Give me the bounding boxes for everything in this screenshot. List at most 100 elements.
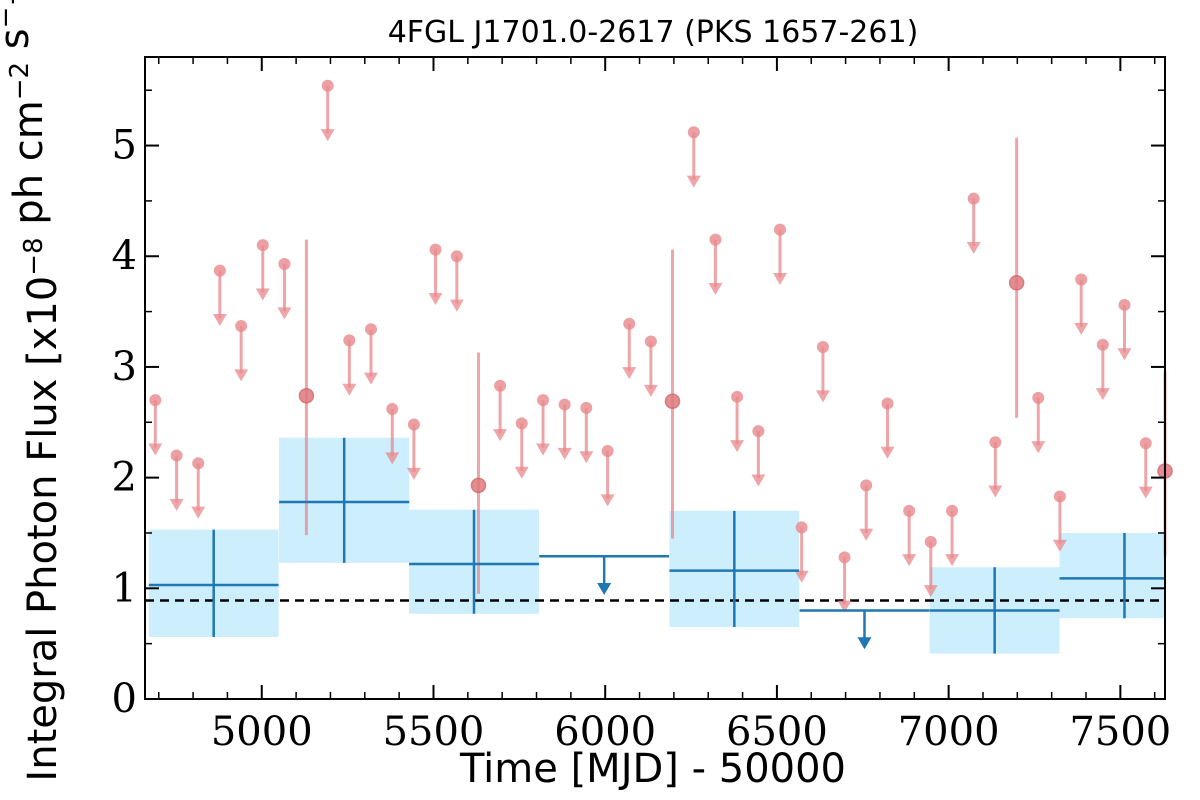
fine-bin-series [148,79,1173,613]
upper-limit-point [191,457,206,519]
data-marker [192,457,205,470]
data-marker [407,418,420,431]
data-marker [664,393,681,409]
upper-limit-point [342,334,357,396]
upper-limit-arrow-head [1095,388,1110,401]
upper-limit-arrow-head [579,451,594,464]
upper-limit-arrow-head [428,292,443,305]
upper-limit-arrow-head [536,443,551,456]
data-marker [278,257,291,270]
upper-limit-arrow-head [751,474,766,487]
upper-limit-arrow-head [363,372,378,385]
chart-title: 4FGL J1701.0-2617 (PKS 1657-261) [388,15,919,50]
upper-limit-arrow-head [514,466,529,479]
x-tick-label: 7500 [1069,709,1171,755]
upper-limit-point [1138,437,1153,499]
data-marker [903,504,916,517]
coarse-point [669,510,800,628]
data-marker [623,317,636,330]
upper-limit-point [148,394,163,456]
upper-limit-arrow-head [794,570,809,583]
plot-frame [144,56,1166,700]
upper-limit-point [536,394,551,456]
data-marker [816,341,829,354]
upper-limit-point [1052,490,1067,552]
coarse-bin-bands [148,437,1165,654]
upper-limit-point [212,264,227,326]
upper-limit-point [363,323,378,385]
upper-limit-arrow-head [1031,441,1046,454]
upper-limit-arrow-head [923,585,938,598]
data-marker [470,477,487,494]
upper-limit-point [815,341,830,403]
detection-point [298,239,315,536]
y-axis-ticks: 0 1 2 3 4 5 [112,89,1165,722]
y-tick-label: 4 [112,233,137,279]
coarse-point [1059,532,1165,619]
data-marker [558,398,571,411]
y-tick-label: 1 [112,565,137,611]
upper-limit-point [385,402,400,465]
upper-limit-arrow-head [1117,348,1132,361]
data-marker [709,233,722,246]
detection-point [664,249,681,539]
detection-point [1008,137,1025,418]
data-marker [752,425,765,438]
data-marker [450,250,463,263]
upper-limit-arrow-head [600,494,615,507]
upper-limit-arrow-head [148,443,163,456]
data-marker [1118,298,1131,311]
data-marker [946,504,959,517]
data-marker [256,239,269,252]
coarse-bin-series [148,437,1165,654]
data-marker [580,401,593,414]
upper-limit-point [169,449,184,511]
data-marker [1096,338,1109,351]
upper-limit-arrow-head [320,129,335,142]
data-marker [364,323,377,336]
upper-limit-point [428,243,443,305]
upper-limit-arrow-head [1052,539,1067,552]
upper-limit-arrow-head [191,506,206,519]
data-marker [989,436,1002,449]
upper-limit-point [923,535,938,598]
data-marker [235,319,248,332]
data-marker [1008,275,1025,291]
data-marker [860,479,873,492]
upper-limit-point [686,126,701,188]
upper-limit-arrow-head [385,452,400,465]
upper-limit-arrow-head [988,485,1003,498]
upper-limit-point [988,436,1003,498]
data-marker [601,445,614,458]
data-marker [774,223,787,236]
x-axis-label: Time [MJD] - 50000 [459,746,846,792]
upper-limit-arrow-head [342,383,357,396]
data-marker [838,551,851,564]
upper-limit-arrow-head [622,367,637,380]
coarse-upper-limit [539,554,670,595]
data-marker [1053,490,1066,503]
upper-limit-point [1095,338,1110,401]
data-marker [644,335,657,348]
data-marker [537,394,550,407]
data-marker [1032,391,1045,404]
upper-limit-point [859,479,874,541]
upper-limit-point [1074,273,1089,335]
coarse-upper-limit [799,609,930,650]
upper-limit-point [255,239,270,301]
upper-limit-point [643,335,658,397]
x-tick-label: 5500 [383,709,485,755]
data-marker [429,243,442,256]
y-tick-label: 5 [112,123,137,169]
data-marker [386,402,399,415]
y-axis-label: Integral Photon Flux [x10−8 ph cm−2 s−1] [0,0,66,782]
upper-limit-point [234,319,249,382]
data-marker [170,449,183,462]
upper-limit-point [1031,391,1046,454]
upper-limit-point [880,397,895,459]
coarse-error-band [1059,532,1165,619]
upper-limit-point [1117,298,1132,361]
upper-limit-arrow-head [880,446,895,459]
upper-limit-point [622,317,637,380]
data-marker [967,192,980,205]
